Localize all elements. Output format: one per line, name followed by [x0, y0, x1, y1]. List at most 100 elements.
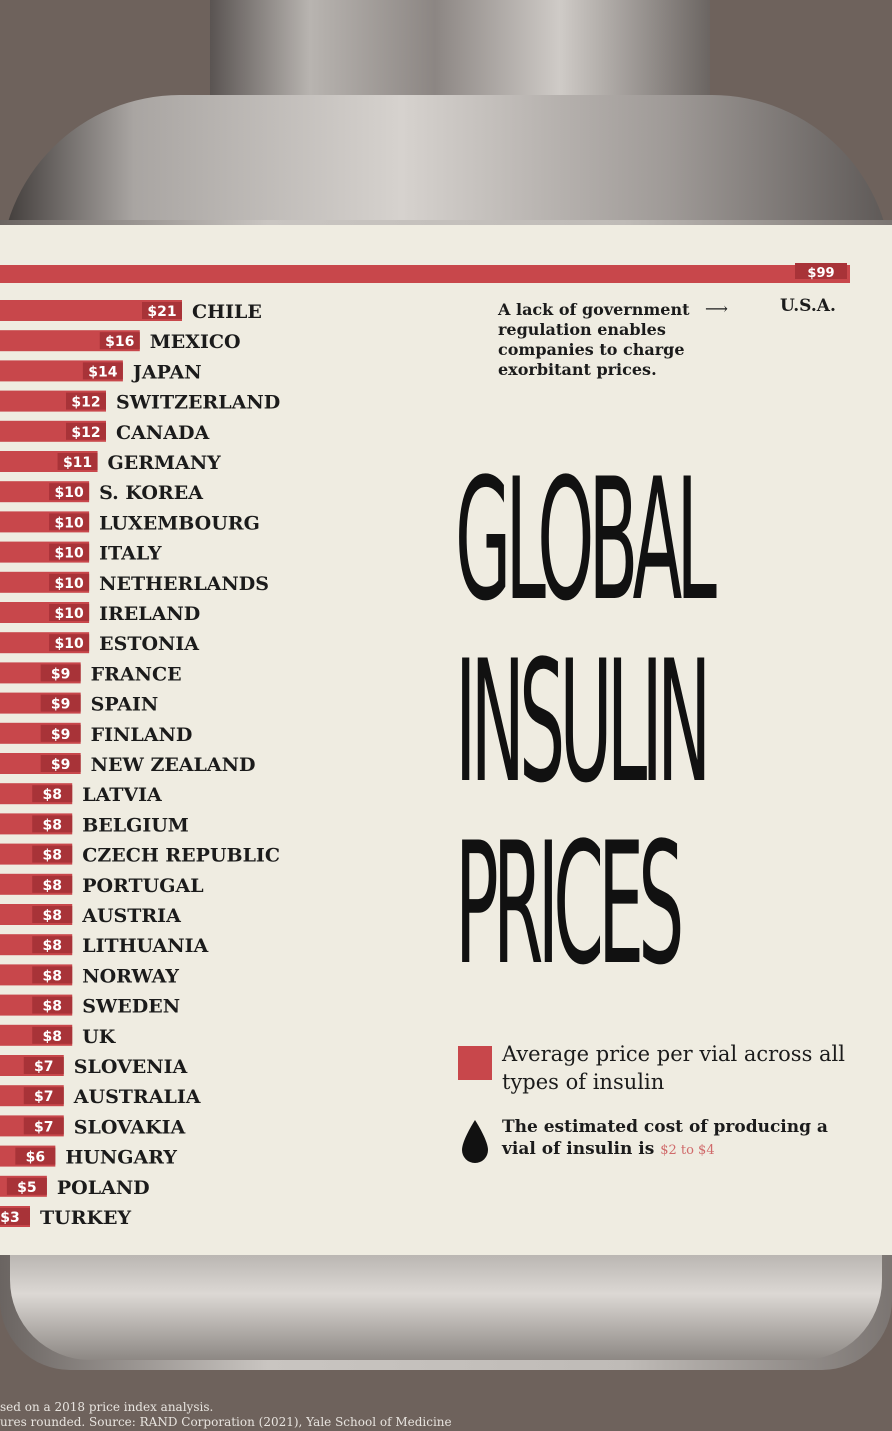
bar-value-box — [0, 1208, 30, 1225]
country-label: GERMANY — [108, 452, 222, 474]
country-label: HUNGARY — [65, 1147, 177, 1169]
country-label: ESTONIA — [99, 633, 199, 655]
bar-value-label: $8 — [42, 999, 61, 1015]
bar-value-label: $9 — [51, 757, 70, 773]
bar-value-label: $10 — [54, 515, 83, 531]
country-label: CHILE — [192, 301, 262, 323]
title-line-1: GLOBAL — [455, 442, 717, 638]
country-label: LATVIA — [82, 784, 162, 806]
bar-value-box — [32, 845, 73, 863]
bar-value-label: $8 — [42, 968, 61, 984]
legend-cost-range: $2 to $4 — [660, 1143, 715, 1158]
country-label: CZECH REPUBLIC — [82, 845, 280, 867]
legend-swatch — [458, 1046, 492, 1080]
bar-value-label: $10 — [54, 576, 83, 592]
footnote-line-2: ures rounded. Source: RAND Corporation (… — [0, 1415, 452, 1429]
bar-value-label: $21 — [147, 304, 176, 320]
bar-value-label: $7 — [34, 1059, 53, 1075]
country-label: PORTUGAL — [82, 875, 203, 897]
country-label: CANADA — [116, 422, 209, 444]
country-label: FRANCE — [91, 663, 182, 685]
bar-value-box — [32, 906, 73, 923]
bar-value-box — [32, 996, 73, 1014]
country-label: SLOVAKIA — [74, 1116, 186, 1138]
bar-value-label: $9 — [51, 666, 70, 682]
country-label: LITHUANIA — [82, 935, 208, 957]
bar-value-box — [23, 1117, 64, 1135]
bar-usa — [0, 265, 850, 283]
country-label: TURKEY — [40, 1207, 131, 1229]
bar-value-box — [32, 966, 73, 984]
bar-value-label: $5 — [17, 1180, 36, 1196]
country-label: AUSTRALIA — [73, 1086, 201, 1108]
bar-value-box — [49, 483, 90, 501]
bar-value-box — [32, 875, 73, 893]
bar-value-label: $7 — [34, 1089, 53, 1105]
country-label: NORWAY — [82, 965, 179, 987]
bar-value-box — [66, 422, 106, 440]
bar — [0, 300, 182, 321]
bar-value-label: $11 — [63, 455, 92, 471]
bar-value-label: $10 — [54, 606, 83, 622]
bar-value-box — [82, 362, 123, 380]
bar-value-box — [23, 1057, 64, 1074]
bar-usa-value-label: $99 — [807, 266, 834, 281]
legend-cost-body: The estimated cost of producing a vial o… — [502, 1117, 828, 1159]
bar-value-label: $8 — [42, 787, 61, 803]
footnote: sed on a 2018 price index analysis. ures… — [0, 1400, 892, 1430]
bar-value-box — [99, 332, 140, 350]
title-line-3: PRICES — [455, 806, 684, 1002]
bar-value-label: $10 — [54, 485, 83, 501]
bar-value-box — [49, 604, 90, 621]
page-title: GLOBAL INSULIN PRICES — [455, 450, 875, 996]
bar-value-label: $14 — [88, 364, 117, 380]
bar-chart: $99 $21 CHILE $16 MEXICO $14 JAPAN $12 SWITZERLA… — [0, 263, 850, 1229]
country-label: LUXEMBOURG — [99, 512, 260, 534]
bar-value-label: $9 — [51, 727, 70, 743]
bar-value-box — [49, 513, 90, 531]
bar-value-box — [6, 1177, 47, 1195]
bar-value-box — [49, 573, 90, 591]
bar-value-label: $12 — [71, 425, 100, 441]
bottle-base — [10, 1250, 882, 1360]
bar-value-box — [142, 302, 182, 319]
bar-value-box — [40, 724, 81, 742]
country-label: MEXICO — [150, 331, 241, 353]
country-label: AUSTRIA — [81, 905, 181, 927]
bar-value-label: $12 — [71, 395, 100, 411]
bar-value-label: $8 — [42, 908, 61, 924]
legend-cost-text: The estimated cost of producing a vial o… — [502, 1116, 862, 1162]
bar-value-label: $8 — [42, 878, 61, 894]
bar-value-label: $8 — [42, 1029, 61, 1045]
bar-value-label: $7 — [34, 1119, 53, 1135]
footnote-line-1: sed on a 2018 price index analysis. — [0, 1400, 214, 1414]
country-label: NETHERLANDS — [99, 573, 269, 595]
bar-value-box — [57, 453, 98, 470]
arrow-right-icon: ⟶ — [705, 299, 728, 318]
bar-value-label: $8 — [42, 817, 61, 833]
annotation-text: A lack of government regulation enables … — [498, 300, 858, 380]
bar-usa-value-box — [795, 263, 847, 279]
legend-price-text: Average price per vial across all types … — [502, 1042, 845, 1094]
country-label: NEW ZEALAND — [91, 754, 256, 776]
bar-value-box — [32, 936, 73, 954]
country-label: ITALY — [99, 543, 162, 565]
bar-value-box — [49, 634, 90, 652]
bar-value-label: $3 — [0, 1210, 19, 1226]
bar-value-box — [15, 1147, 56, 1165]
usa-label: U.S.A. — [780, 296, 836, 316]
bar-value-label: $16 — [105, 334, 134, 350]
bar-value-label: $10 — [54, 546, 83, 562]
country-label: SPAIN — [91, 694, 159, 716]
bar-value-label: $8 — [42, 848, 61, 864]
annotation-body: A lack of government regulation enables … — [498, 300, 690, 379]
country-label: IRELAND — [99, 603, 200, 625]
bar-value-label: $6 — [26, 1150, 45, 1166]
bar-value-label: $10 — [54, 636, 83, 652]
bar-value-label: $9 — [51, 697, 70, 713]
bottle-label — [0, 225, 892, 1255]
bar-value-box — [40, 755, 81, 772]
country-label: SLOVENIA — [74, 1056, 188, 1078]
bar-value-box — [32, 785, 73, 803]
country-label: POLAND — [57, 1177, 150, 1199]
